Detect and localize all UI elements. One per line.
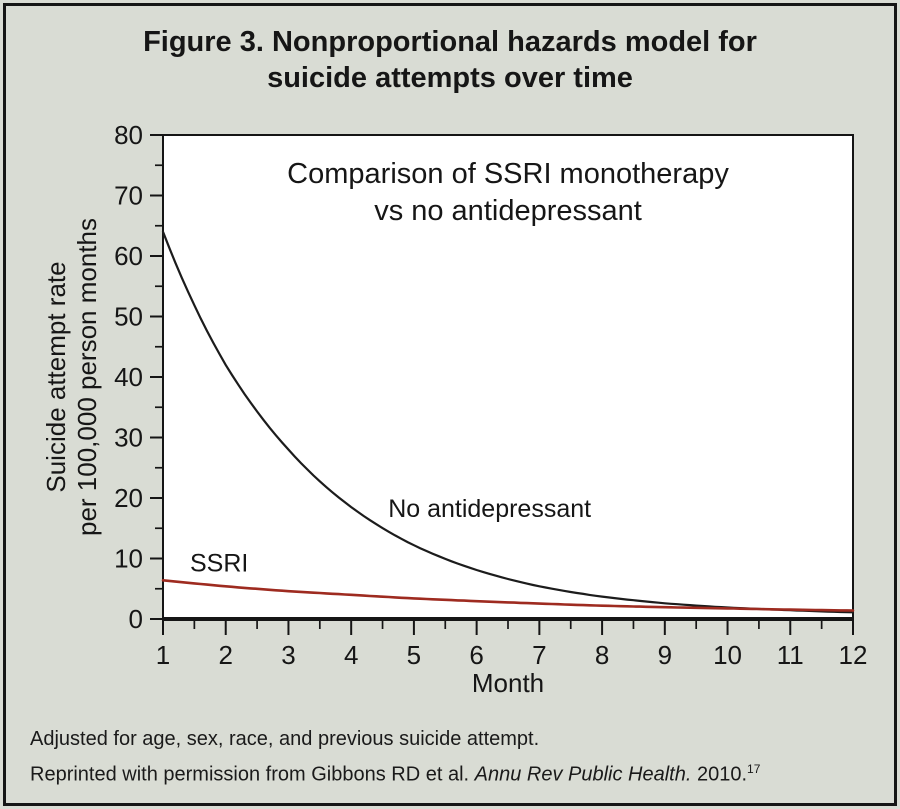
figure-title-line2: suicide attempts over time: [267, 62, 633, 94]
x-tick-label: 5: [407, 640, 421, 670]
x-axis-title: Month: [471, 668, 545, 698]
citation-reference-number: 17: [747, 762, 761, 776]
y-tick-label: 80: [114, 120, 143, 150]
series-curve-ssri: [161, 579, 855, 612]
citation-journal: Annu Rev Public Health.: [474, 763, 692, 786]
figure-title: Figure 3. Nonproportional hazards model …: [0, 24, 900, 96]
x-tick-label: 1: [156, 640, 170, 670]
y-tick-label: 40: [114, 362, 143, 392]
y-axis-title-line1: Suicide attempt rate: [41, 261, 71, 493]
y-tick-label: 30: [114, 423, 143, 453]
citation-prefix: Reprinted with permission from Gibbons R…: [30, 763, 475, 786]
x-axis-ticks: 1 2 3 4 5 6 7 8 9 10 11 12: [156, 620, 868, 670]
x-tick-label: 6: [469, 640, 483, 670]
y-axis-title-line2: per 100,000 person months: [72, 218, 102, 536]
chart-title: Comparison of SSRI monotherapy vs no ant…: [163, 156, 853, 230]
x-tick-label: 12: [839, 640, 868, 670]
y-axis-ticks: 0 10 20 30 40 50 60 70 80: [114, 120, 162, 634]
y-tick-label: 50: [114, 302, 143, 332]
chart-title-line1: Comparison of SSRI monotherapy: [287, 158, 729, 190]
x-tick-label: 7: [532, 640, 546, 670]
y-tick-label: 60: [114, 241, 143, 271]
footnote-adjustment: Adjusted for age, sex, race, and previou…: [30, 728, 540, 750]
x-tick-label: 9: [658, 640, 672, 670]
x-tick-label: 2: [218, 640, 232, 670]
y-axis-title: Suicide attempt rate per 100,000 person …: [41, 177, 103, 577]
series-label-ssri: SSRI: [190, 549, 248, 577]
series-label-no-antidepressant: No antidepressant: [388, 495, 591, 523]
chart-title-line2: vs no antidepressant: [374, 195, 642, 227]
x-tick-label: 4: [344, 640, 358, 670]
x-tick-label: 11: [777, 640, 804, 670]
y-tick-label: 0: [129, 604, 143, 634]
x-tick-label: 3: [281, 640, 295, 670]
citation-year: 2010.: [691, 763, 748, 786]
y-tick-label: 10: [114, 544, 143, 574]
x-tick-label: 10: [713, 640, 742, 670]
plot-area: [162, 134, 854, 620]
y-tick-label: 70: [114, 181, 143, 211]
figure-title-line1: Figure 3. Nonproportional hazards model …: [143, 26, 757, 58]
y-tick-label: 20: [114, 483, 143, 513]
x-tick-label: 8: [595, 640, 609, 670]
footnote-citation: Reprinted with permission from Gibbons R…: [30, 762, 760, 787]
